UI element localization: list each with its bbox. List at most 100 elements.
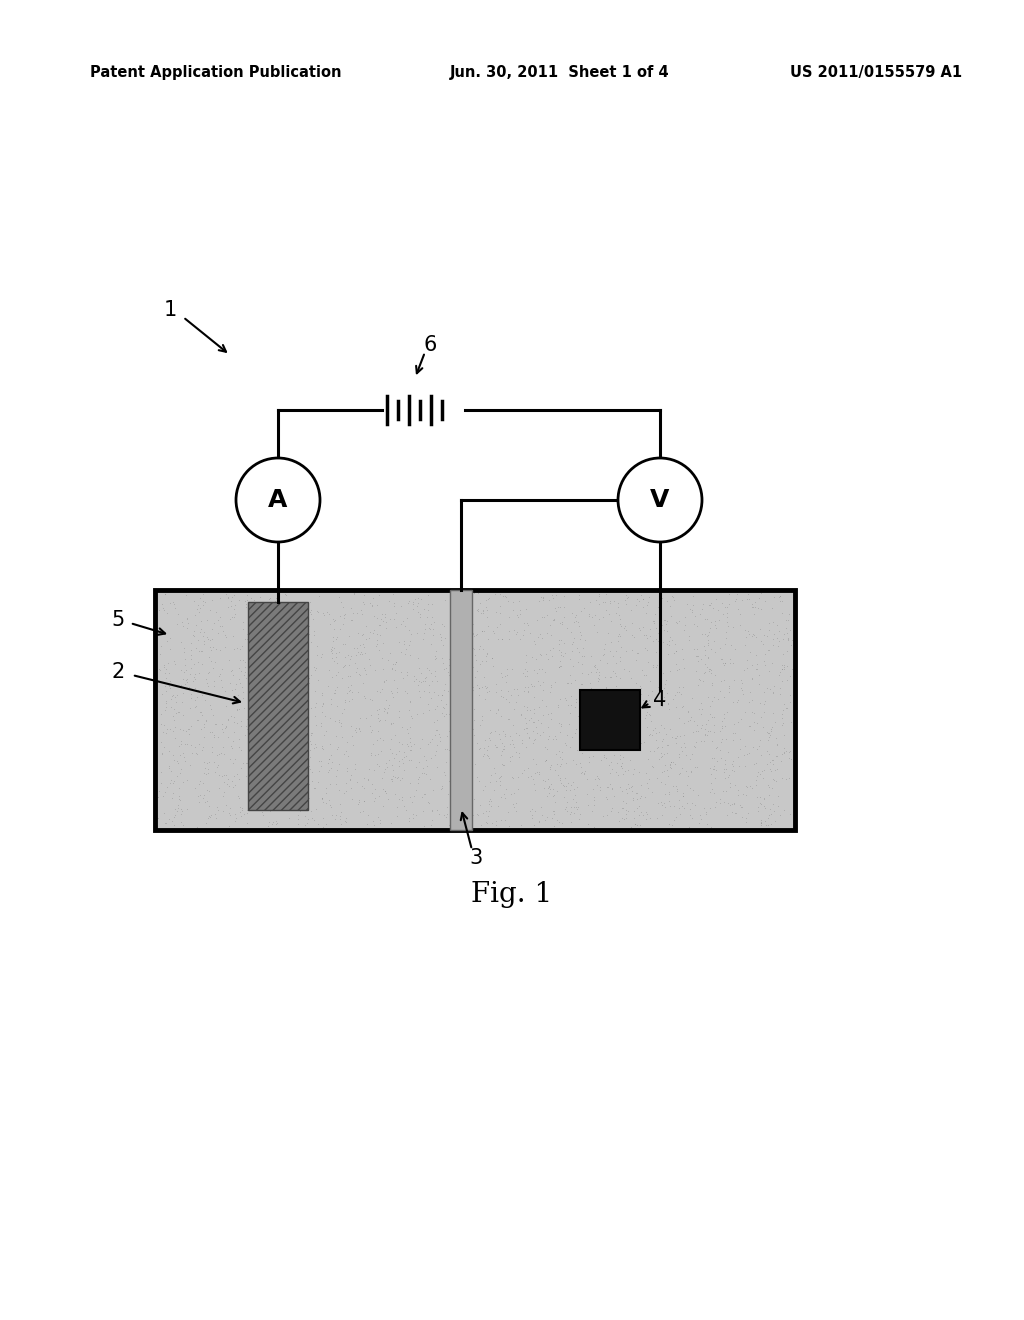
- Point: [262, 686, 279, 708]
- Point: [248, 681, 264, 702]
- Point: [650, 671, 667, 692]
- Point: [347, 722, 364, 743]
- Point: [306, 620, 323, 642]
- Point: [689, 638, 706, 659]
- Point: [714, 731, 730, 752]
- Point: [677, 606, 693, 627]
- Point: [284, 667, 300, 688]
- Point: [543, 624, 559, 645]
- Point: [445, 726, 462, 747]
- Point: [581, 715, 597, 737]
- Point: [345, 603, 361, 624]
- Point: [633, 801, 649, 822]
- Point: [733, 677, 750, 698]
- Point: [598, 677, 614, 698]
- Point: [621, 661, 637, 682]
- Point: [678, 760, 694, 781]
- Point: [684, 743, 700, 764]
- Point: [171, 701, 187, 722]
- Point: [598, 787, 614, 808]
- Point: [502, 746, 518, 767]
- Point: [541, 775, 557, 796]
- Point: [586, 816, 602, 837]
- Point: [774, 659, 791, 680]
- Point: [668, 640, 684, 661]
- Point: [260, 759, 276, 780]
- Point: [389, 805, 406, 826]
- Point: [268, 797, 285, 818]
- Point: [731, 603, 748, 624]
- Point: [343, 764, 359, 785]
- Point: [563, 694, 580, 715]
- Point: [333, 814, 349, 836]
- Point: [572, 601, 589, 622]
- Point: [736, 744, 753, 766]
- Point: [715, 652, 731, 673]
- Point: [536, 672, 552, 693]
- Point: [246, 673, 262, 694]
- Point: [282, 792, 298, 813]
- Point: [335, 597, 351, 618]
- Point: [404, 804, 421, 825]
- Point: [539, 807, 555, 828]
- Point: [685, 722, 701, 743]
- Point: [385, 766, 401, 787]
- Point: [332, 606, 348, 627]
- Point: [487, 734, 504, 755]
- Point: [234, 611, 251, 632]
- Point: [318, 721, 335, 742]
- Point: [498, 585, 514, 606]
- Point: [739, 657, 756, 678]
- Point: [524, 804, 541, 825]
- Point: [353, 624, 370, 645]
- Bar: [450, 590, 472, 830]
- Point: [614, 746, 631, 767]
- Point: [486, 721, 503, 742]
- Point: [401, 590, 418, 611]
- Point: [631, 643, 647, 664]
- Point: [398, 665, 415, 686]
- Point: [575, 737, 592, 758]
- Point: [206, 676, 222, 697]
- Point: [626, 627, 642, 648]
- Point: [237, 590, 253, 611]
- Point: [485, 758, 502, 779]
- Point: [718, 729, 734, 750]
- Point: [769, 785, 785, 807]
- Point: [597, 682, 613, 704]
- Point: [743, 597, 760, 618]
- Point: [698, 714, 715, 735]
- Point: [495, 721, 511, 742]
- Point: [752, 618, 768, 639]
- Point: [167, 653, 183, 675]
- Point: [481, 771, 498, 792]
- Point: [199, 780, 215, 801]
- Point: [429, 800, 445, 821]
- Point: [702, 663, 719, 684]
- Point: [322, 708, 338, 729]
- Point: [196, 620, 212, 642]
- Point: [193, 640, 209, 661]
- Point: [527, 800, 544, 821]
- Point: [384, 659, 400, 680]
- Point: [443, 605, 460, 626]
- Point: [484, 620, 501, 642]
- Point: [662, 660, 678, 681]
- Point: [665, 689, 681, 710]
- Point: [580, 813, 596, 834]
- Point: [190, 602, 207, 623]
- Point: [230, 768, 247, 789]
- Point: [441, 597, 458, 618]
- Point: [338, 812, 354, 833]
- Point: [598, 599, 614, 620]
- Point: [400, 807, 417, 828]
- Point: [429, 671, 445, 692]
- Point: [767, 746, 783, 767]
- Point: [159, 776, 175, 797]
- Point: [577, 762, 593, 783]
- Point: [440, 770, 457, 791]
- Point: [734, 684, 751, 705]
- Point: [553, 630, 569, 651]
- Point: [383, 681, 399, 702]
- Point: [197, 758, 213, 779]
